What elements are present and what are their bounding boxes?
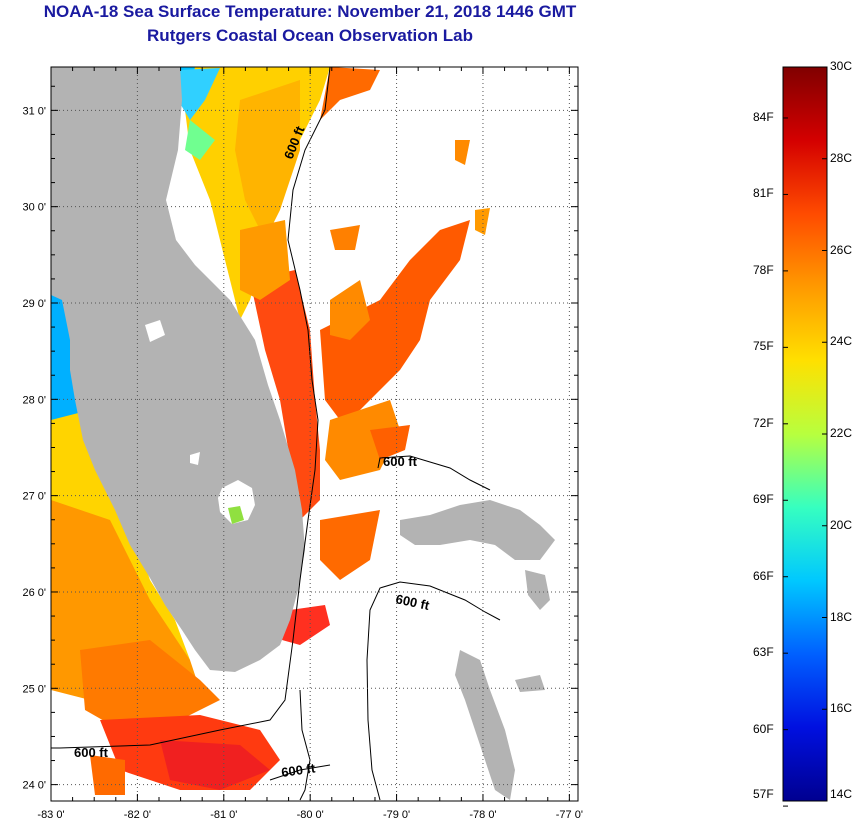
lat-tick-label: 31 0' — [22, 105, 46, 117]
colorbar-fahrenheit-label: 69F — [753, 492, 774, 507]
colorbar-celsius-label: 22C — [830, 426, 853, 440]
isobath-contours — [51, 67, 501, 801]
bahamas-land — [400, 500, 555, 800]
colorbar-celsius-label: 28C — [830, 150, 853, 165]
lon-tick-label: -78 0' — [469, 809, 496, 821]
lake-okeechobee — [218, 480, 255, 524]
colorbar — [782, 66, 828, 802]
colorbar-fahrenheit-label: 78F — [753, 262, 774, 277]
colorbar-celsius-label: 16C — [830, 701, 853, 716]
map-subtitle: Rutgers Coastal Ocean Observation Lab — [147, 26, 473, 45]
map-axes: -83 0' -82 0' -81 0' -80 0' -79 0' -78 0' -77 … — [22, 67, 583, 821]
colorbar-fahrenheit-label: 57F — [753, 787, 774, 801]
colorbar-fahrenheit-label: 63F — [753, 645, 774, 660]
isobath-label-little-bahama: 600 ft — [383, 454, 418, 469]
lon-tick-label: -77 0' — [556, 809, 583, 821]
colorbar-fahrenheit-label: 66F — [753, 568, 774, 583]
colorbar-ticks — [783, 66, 827, 807]
lat-tick-label: 27 0' — [22, 491, 46, 503]
lat-tick-label: 25 0' — [22, 683, 46, 695]
lon-tick-label: -82 0' — [124, 809, 151, 821]
map-title: NOAA-18 Sea Surface Temperature: Novembe… — [43, 2, 577, 21]
lon-tick-label: -81 0' — [210, 809, 237, 821]
lat-tick-label: 30 0' — [22, 202, 46, 214]
isobath-label-gulf: 600 ft — [74, 745, 109, 760]
sst-atlantic-region — [178, 67, 490, 645]
colorbar-fahrenheit-label: 60F — [753, 721, 774, 736]
lon-tick-label: -79 0' — [383, 809, 410, 821]
map-frame — [50, 66, 579, 802]
colorbar-celsius-label: 26C — [830, 242, 853, 257]
colorbar-celsius-label: 24C — [830, 334, 853, 349]
lon-tick-label: -83 0' — [37, 809, 64, 821]
lat-tick-label: 24 0' — [22, 780, 46, 792]
lat-tick-label: 29 0' — [22, 298, 46, 310]
colorbar-celsius-label: 14C — [830, 787, 853, 801]
colorbar-celsius-label: 20C — [830, 517, 853, 532]
colorbar-fahrenheit-label: 75F — [753, 339, 774, 354]
colorbar-celsius-label: 30C — [830, 59, 853, 73]
colorbar-celsius-label: 18C — [830, 609, 853, 624]
colorbar-fahrenheit-label: 84F — [753, 109, 774, 124]
lat-tick-label: 28 0' — [22, 394, 46, 406]
isobath-label-great-bahama: 600 ft — [394, 591, 431, 613]
lat-tick-label: 26 0' — [22, 587, 46, 599]
isobath-label-keys: 600 ft — [280, 760, 316, 780]
colorbar-fahrenheit-label: 72F — [753, 415, 774, 430]
lon-tick-label: -80 0' — [297, 809, 324, 821]
colorbar-fahrenheit-label: 81F — [753, 186, 774, 201]
map-content — [51, 67, 578, 801]
